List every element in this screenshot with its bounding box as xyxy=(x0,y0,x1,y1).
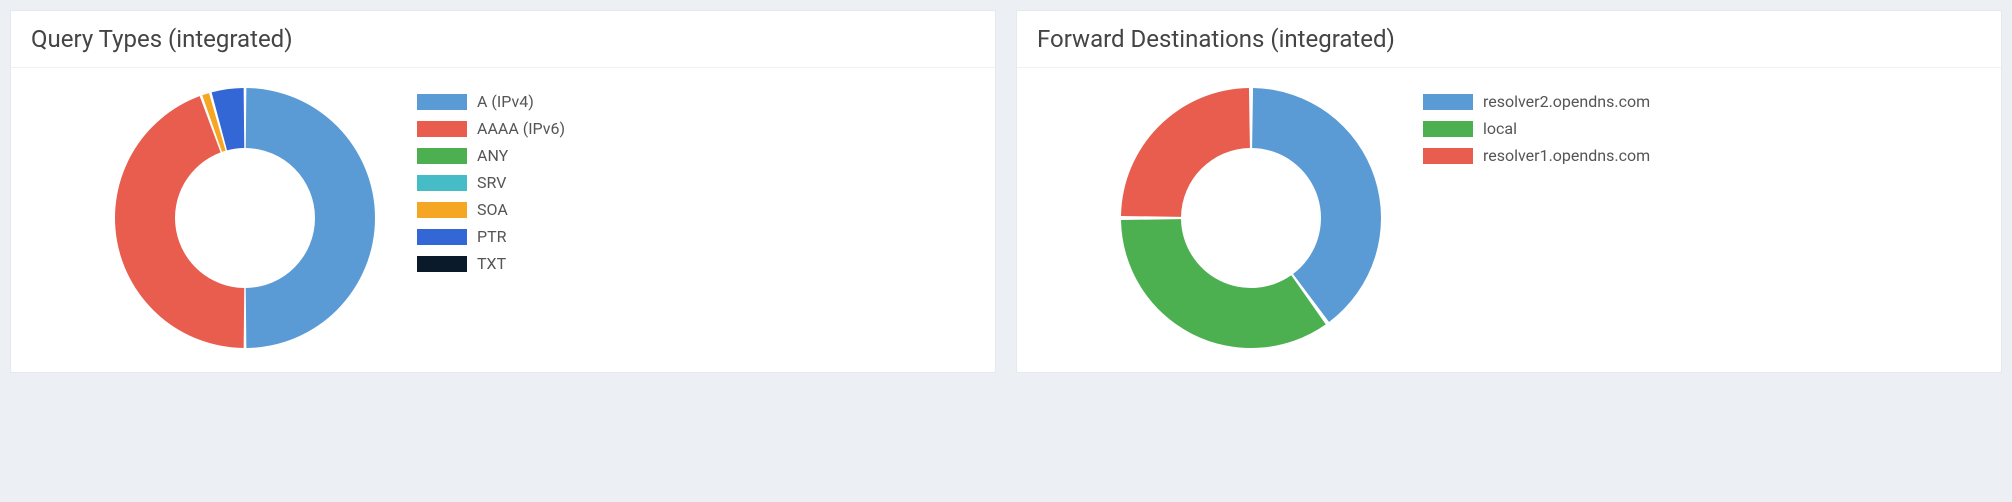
legend-item[interactable]: SRV xyxy=(417,173,973,192)
panel-body: resolver2.opendns.com local resolver1.open… xyxy=(1017,68,2001,372)
legend-item[interactable]: local xyxy=(1423,119,1979,138)
legend-item[interactable]: resolver2.opendns.com xyxy=(1423,92,1979,111)
panel-query-types: Query Types (integrated) A (IPv4) AAAA (I… xyxy=(10,10,996,373)
legend-label: A (IPv4) xyxy=(477,92,534,111)
panel-title: Query Types (integrated) xyxy=(31,25,975,53)
chart-area xyxy=(33,86,377,350)
legend-swatch xyxy=(417,121,467,137)
legend-swatch xyxy=(417,202,467,218)
legend-label: local xyxy=(1483,119,1517,138)
legend-label: resolver1.opendns.com xyxy=(1483,146,1650,165)
panel-body: A (IPv4) AAAA (IPv6) ANY SRV SOA PTR TXT xyxy=(11,68,995,372)
dashboard-row: Query Types (integrated) A (IPv4) AAAA (I… xyxy=(10,10,2002,373)
legend-item[interactable]: AAAA (IPv6) xyxy=(417,119,973,138)
legend-swatch xyxy=(417,256,467,272)
legend-label: ANY xyxy=(477,146,508,165)
panel-header: Query Types (integrated) xyxy=(11,11,995,68)
legend-label: SRV xyxy=(477,173,506,192)
legend-swatch xyxy=(1423,94,1473,110)
panel-header: Forward Destinations (integrated) xyxy=(1017,11,2001,68)
legend-label: AAAA (IPv6) xyxy=(477,119,565,138)
donut-slice[interactable] xyxy=(1121,88,1250,217)
donut-chart-forward-destinations[interactable] xyxy=(1119,86,1383,350)
legend-swatch xyxy=(1423,148,1473,164)
legend-swatch xyxy=(417,148,467,164)
legend-swatch xyxy=(1423,121,1473,137)
legend-label: PTR xyxy=(477,227,507,246)
legend-item[interactable]: SOA xyxy=(417,200,973,219)
legend-label: TXT xyxy=(477,254,506,273)
legend-item[interactable]: resolver1.opendns.com xyxy=(1423,146,1979,165)
legend-item[interactable]: ANY xyxy=(417,146,973,165)
legend-label: resolver2.opendns.com xyxy=(1483,92,1650,111)
legend-swatch xyxy=(417,229,467,245)
legend-item[interactable]: A (IPv4) xyxy=(417,92,973,111)
donut-slice[interactable] xyxy=(246,88,375,348)
legend-forward-destinations: resolver2.opendns.com local resolver1.open… xyxy=(1423,86,1979,173)
donut-slice[interactable] xyxy=(212,88,245,150)
chart-area xyxy=(1039,86,1383,350)
panel-forward-destinations: Forward Destinations (integrated) resolv… xyxy=(1016,10,2002,373)
legend-query-types: A (IPv4) AAAA (IPv6) ANY SRV SOA PTR TXT xyxy=(417,86,973,281)
legend-swatch xyxy=(417,94,467,110)
legend-item[interactable]: TXT xyxy=(417,254,973,273)
legend-swatch xyxy=(417,175,467,191)
panel-title: Forward Destinations (integrated) xyxy=(1037,25,1981,53)
donut-chart-query-types[interactable] xyxy=(113,86,377,350)
legend-item[interactable]: PTR xyxy=(417,227,973,246)
legend-label: SOA xyxy=(477,200,508,219)
donut-slice[interactable] xyxy=(1121,219,1326,348)
